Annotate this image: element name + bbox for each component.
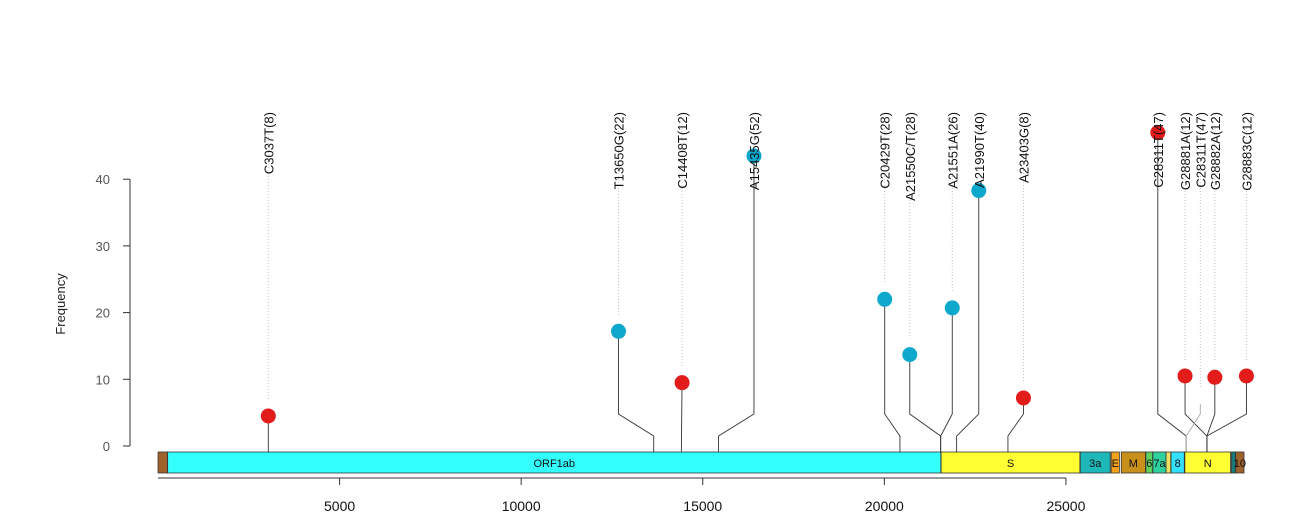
lollipop-stem: [884, 299, 901, 462]
lollipop-stem: [1007, 397, 1024, 462]
mutation-label: C3037T(8): [261, 112, 276, 174]
gene-segment: [1235, 451, 1245, 474]
lollipop-stem: [680, 382, 683, 463]
mutation-labels: C3037T(8) T13650G(22) C14408T(12) A15435G(5…: [261, 112, 1254, 201]
gene-label: 7a: [1153, 458, 1166, 470]
lollipop-stems: [267, 116, 1247, 463]
gene-label: ORF1ab: [533, 458, 575, 470]
mutation-label: G28883C(12): [1239, 112, 1254, 191]
x-tick-label: 20000: [865, 498, 904, 514]
gene-segment: [1170, 451, 1185, 474]
lollipop-stem: [1185, 404, 1201, 462]
gene-label: 8: [1175, 458, 1181, 470]
lollipop-head: [877, 291, 893, 307]
lollipop-stem: [1184, 375, 1208, 462]
lollipop-head: [971, 183, 987, 199]
y-tick-label: 40: [96, 172, 110, 187]
gene-label: N: [1204, 458, 1212, 470]
x-axis: 5000 10000 15000 20000 25000: [158, 477, 1086, 514]
lollipop-stem: [718, 155, 755, 462]
lollipop-head: [746, 148, 762, 164]
y-tick-label: 30: [96, 239, 110, 254]
lollipop-stem: [618, 331, 655, 462]
lollipop-stem: [909, 354, 942, 462]
lollipop-head: [611, 323, 627, 339]
gene-label: 3a: [1089, 458, 1102, 470]
mutation-label: C28311T(47): [1193, 112, 1208, 188]
gene-segment: [1079, 451, 1111, 474]
x-tick-label: 5000: [324, 498, 355, 514]
x-tick-label: 25000: [1046, 498, 1085, 514]
y-axis-label: Frequency: [53, 273, 68, 335]
gene-segment: [157, 451, 169, 474]
gene-label: S: [1007, 458, 1014, 470]
gene-segment: [1184, 451, 1231, 474]
lollipop-head: [1207, 369, 1223, 385]
x-tick-label: 10000: [502, 498, 541, 514]
lollipop-head: [902, 347, 918, 363]
lollipop-heads: [260, 125, 1254, 424]
x-tick-label: 15000: [683, 498, 722, 514]
gene-label: M: [1129, 458, 1138, 470]
gene-label: 10: [1234, 458, 1246, 470]
mutation-label: G28881A(12): [1178, 112, 1193, 190]
mutation-label: C28311T(47): [1151, 112, 1166, 188]
gene-label: 6: [1146, 458, 1152, 470]
lollipop-head: [944, 300, 960, 316]
gene-segment: [1165, 451, 1172, 474]
lollipop-head: [260, 408, 276, 424]
mutation-label: C14408T(12): [675, 112, 690, 189]
lollipop-head: [1238, 368, 1254, 384]
y-tick-label: 20: [96, 306, 110, 321]
mutation-label: G28882A(12): [1208, 112, 1223, 190]
lollipop-head: [674, 375, 690, 391]
mutation-label: A21990T(40): [972, 112, 987, 188]
y-tick-label: 10: [96, 372, 110, 387]
gene-label: E: [1112, 458, 1119, 470]
lollipop-head: [1150, 125, 1166, 141]
lollipop-stem: [1206, 377, 1216, 462]
y-axis: 0 10 20 30 40: [96, 172, 131, 454]
mutation-label: T13650G(22): [612, 112, 627, 189]
lollipop-head: [1177, 368, 1193, 384]
mutation-label: A21550C/T(28): [903, 112, 918, 201]
y-tick-label: 0: [103, 439, 110, 454]
lollipop-stem: [1206, 375, 1247, 462]
mutation-label: A21551A(26): [945, 112, 960, 189]
mutation-label: A15435G(52): [747, 112, 762, 190]
lollipop-head: [1015, 390, 1031, 406]
lollipop-stem: [940, 307, 953, 462]
mutation-label: A23403G(8): [1016, 112, 1031, 183]
gene-track: ORF1ab S 3a E M 6 7a 8 N 10: [157, 451, 1246, 474]
mutation-label: C20429T(28): [878, 112, 893, 189]
gene-segment: [1110, 451, 1120, 474]
lollipop-stem: [956, 190, 980, 462]
